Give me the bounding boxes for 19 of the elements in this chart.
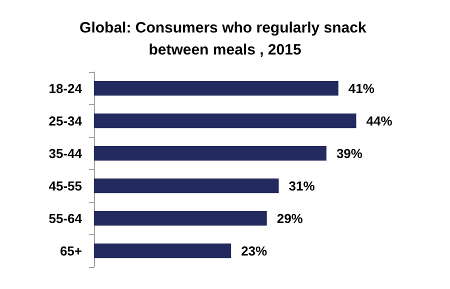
y-tick-label: 25-34	[48, 113, 83, 128]
data-label: 39%	[336, 146, 363, 161]
y-tick-label: 65+	[60, 243, 82, 258]
data-label: 31%	[288, 178, 316, 194]
bar	[94, 80, 338, 96]
bar	[94, 178, 279, 194]
y-tick-label: 35-44	[48, 146, 83, 161]
bar	[94, 243, 232, 258]
bar	[94, 113, 356, 128]
data-label: 23%	[241, 243, 268, 258]
data-label: 44%	[366, 113, 393, 128]
y-tick-label: 18-24	[48, 80, 83, 96]
y-tick-label: 55-64	[48, 210, 83, 226]
data-label: 29%	[276, 210, 304, 226]
chart-title: Global: Consumers who regularly snack between meals , 2015	[80, 20, 370, 58]
bar	[94, 210, 267, 226]
y-tick-label: 45-55	[48, 178, 82, 194]
bar	[94, 146, 326, 161]
data-label: 41%	[348, 80, 375, 96]
